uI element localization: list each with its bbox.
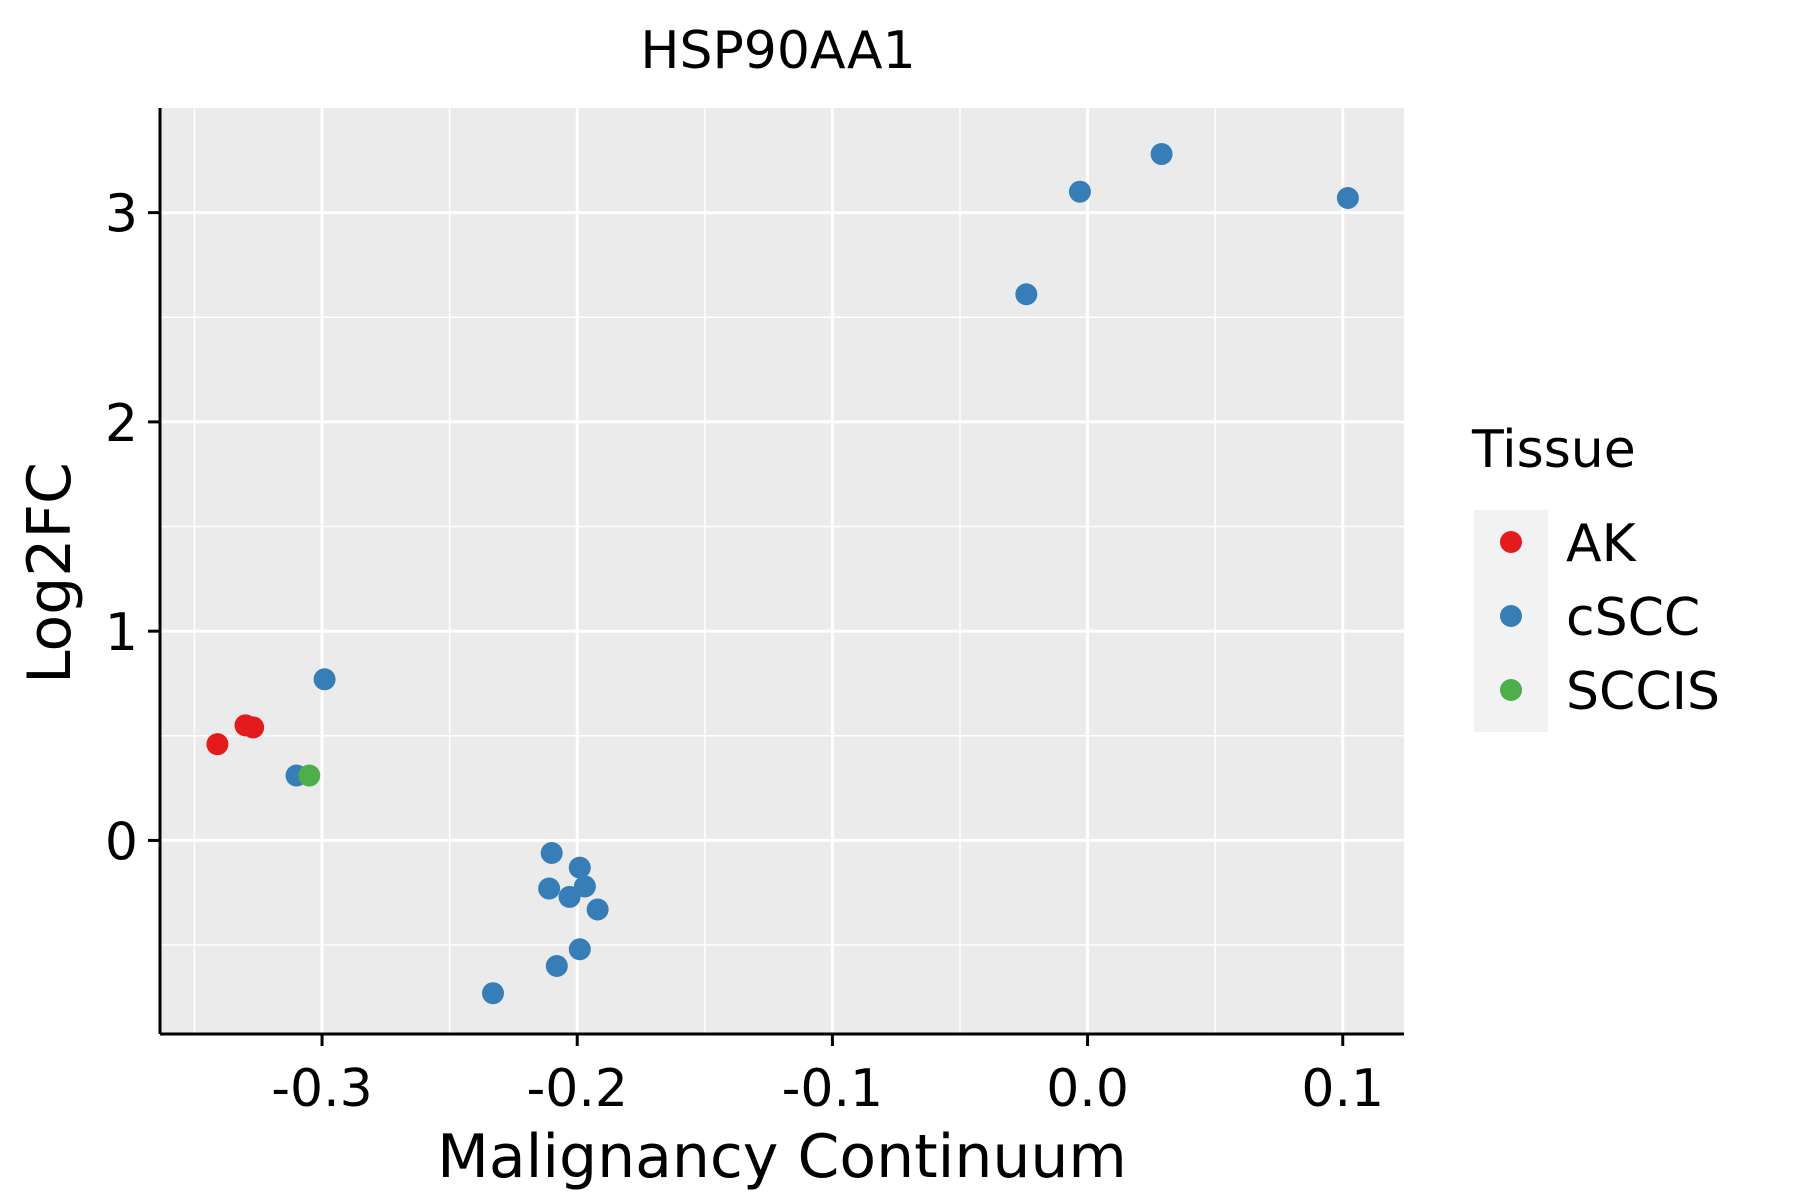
plot-panel (160, 108, 1404, 1034)
chart-title: HSP90AA1 (640, 21, 915, 81)
x-tick-label: -0.1 (782, 1059, 883, 1119)
point-cscc (482, 982, 505, 1005)
y-axis-title: Log2FC (15, 462, 85, 684)
x-tick-label: 0.0 (1046, 1059, 1129, 1119)
point-cscc (538, 877, 561, 900)
x-tick-label: -0.3 (271, 1059, 372, 1119)
legend: Tissue AK cSCC SCCIS (1471, 420, 1720, 732)
point-cscc (545, 954, 568, 977)
y-tick-label: 3 (105, 185, 138, 245)
point-ak (242, 716, 265, 739)
y-tick-label: 1 (105, 603, 138, 663)
legend-title: Tissue (1471, 420, 1636, 480)
x-tick-label: -0.2 (526, 1059, 627, 1119)
point-sccis (298, 764, 321, 787)
point-cscc (1068, 180, 1091, 203)
point-cscc (313, 668, 336, 691)
legend-items: AK cSCC SCCIS (1500, 514, 1720, 722)
point-cscc (1150, 143, 1173, 166)
minor-gridlines (160, 108, 1404, 1034)
legend-key-cscc (1500, 605, 1522, 627)
point-cscc (568, 938, 591, 961)
point-cscc (540, 841, 563, 864)
y-tick-label: 2 (105, 394, 138, 454)
y-axis-ticks: 0 1 2 3 (105, 185, 160, 872)
y-tick-label: 0 (105, 812, 138, 872)
point-cscc (558, 885, 581, 908)
major-gridlines (160, 108, 1404, 1034)
point-cscc (586, 898, 609, 921)
point-cscc (568, 856, 591, 879)
point-cscc (1015, 283, 1038, 306)
legend-key-ak (1500, 531, 1522, 553)
x-tick-label: 0.1 (1301, 1059, 1384, 1119)
legend-key-sccis (1500, 679, 1522, 701)
data-points (206, 143, 1359, 1005)
legend-label-sccis: SCCIS (1566, 662, 1720, 722)
legend-label-ak: AK (1566, 514, 1638, 574)
legend-label-cscc: cSCC (1566, 588, 1700, 648)
x-axis-title: Malignancy Continuum (437, 1122, 1127, 1192)
x-axis-ticks: -0.3 -0.2 -0.1 0.0 0.1 (271, 1034, 1384, 1119)
point-cscc (1336, 186, 1359, 209)
point-ak (206, 733, 229, 756)
